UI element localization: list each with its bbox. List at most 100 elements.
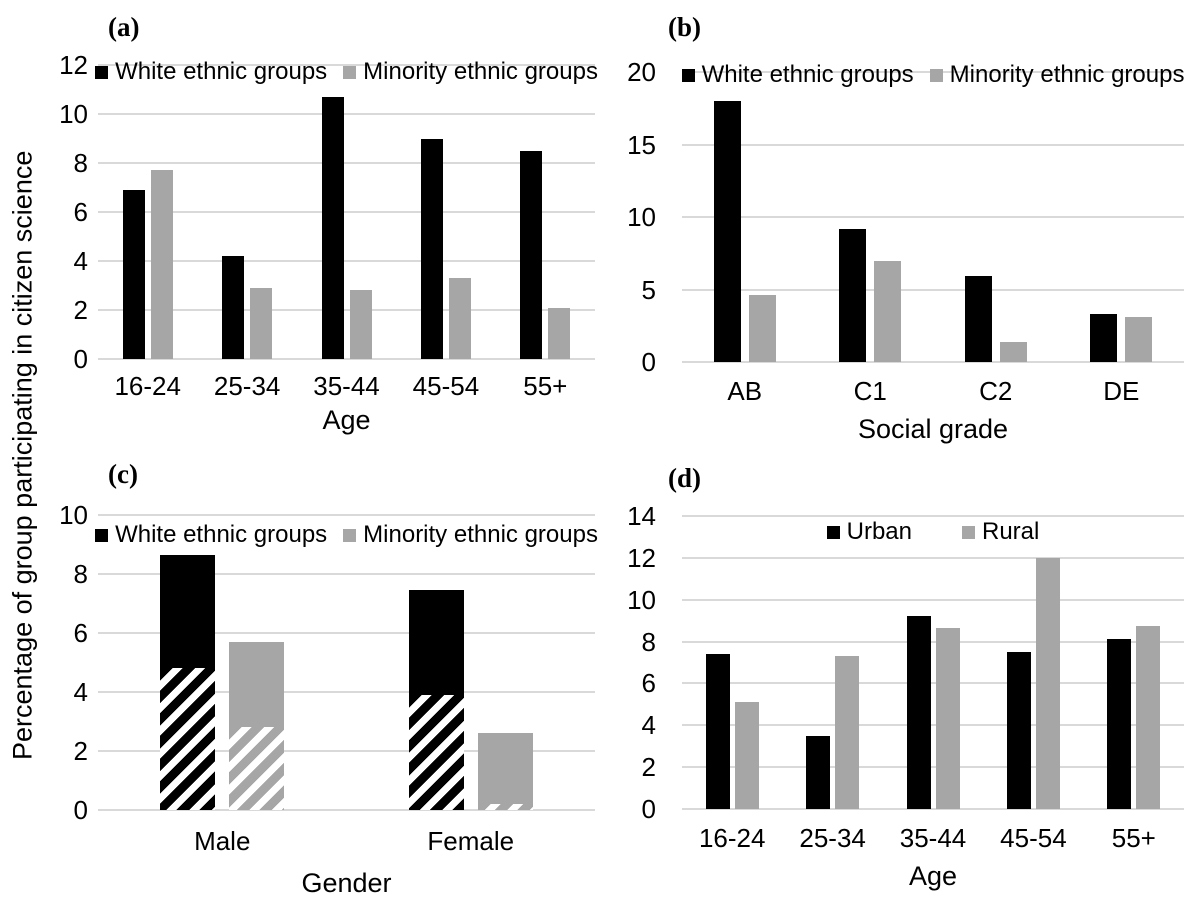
- x-category-labels: Male Female: [98, 826, 595, 857]
- gridline: [682, 143, 1184, 146]
- legend-swatch-icon: [681, 68, 695, 82]
- bar-minority-ethnic-groups-35-44: [349, 290, 372, 359]
- panel-d-x-axis-title: Age: [908, 861, 958, 891]
- legend-swatch-icon: [826, 525, 840, 539]
- y-tick-label: 10: [627, 584, 656, 615]
- legend-label: Minority ethnic groups: [363, 58, 598, 85]
- bar-minority-ethnic-groups-de: [1125, 317, 1153, 362]
- y-tick-label: 0: [73, 795, 88, 825]
- legend-label: Rural: [982, 518, 1040, 545]
- gridline: [682, 724, 1184, 727]
- gridline: [98, 113, 595, 115]
- legend: White ethnic groups Minority ethnic group…: [95, 521, 598, 549]
- bar-white-ethnic-groups-35-44: [321, 96, 344, 359]
- bar-slots: [98, 515, 595, 810]
- category-slot: [1059, 72, 1185, 362]
- y-tick-label: 6: [641, 668, 656, 699]
- legend-label: White ethnic groups: [115, 521, 328, 548]
- bar-minority-ethnic-groups-ab: [748, 295, 776, 362]
- legend: Urban Rural: [682, 518, 1184, 546]
- legend-label: White ethnic groups: [115, 58, 328, 85]
- gridline: [98, 632, 595, 634]
- legend-item: White ethnic groups: [95, 521, 327, 549]
- panel-d-plot-area: Urban Rural: [682, 515, 1184, 810]
- category-slot: [496, 65, 595, 359]
- y-tick-label: 12: [59, 50, 88, 80]
- x-category-label: 55+: [523, 371, 568, 401]
- bar-rural-16-24: [734, 702, 759, 809]
- bar-white-ethnic-groups-25-34: [222, 256, 245, 359]
- bar-rural-35-44: [935, 627, 960, 809]
- gridline: [98, 573, 595, 575]
- bar-white-ethnic-groups-male: [160, 554, 216, 810]
- bar-minority-ethnic-groups-c2: [999, 341, 1027, 362]
- gridline: [98, 162, 595, 164]
- legend-label: White ethnic groups: [701, 61, 914, 88]
- bar-urban-45-54: [1006, 652, 1031, 809]
- y-tick-label: 0: [641, 347, 656, 377]
- panel-a-letter: (a): [108, 12, 140, 42]
- y-tick-label: 2: [73, 736, 88, 766]
- x-category-label: Female: [427, 826, 515, 856]
- bar-solid-segment: [160, 554, 216, 669]
- bar-white-ethnic-groups-ab: [713, 101, 741, 362]
- category-slot: [396, 65, 495, 359]
- bar-white-ethnic-groups-de: [1090, 314, 1118, 362]
- legend-swatch-icon: [95, 65, 109, 79]
- gridline: [682, 766, 1184, 769]
- bar-slots: [98, 65, 595, 359]
- category-slot: [347, 515, 596, 810]
- x-category-label: 16-24: [114, 371, 181, 401]
- y-tick-label: 4: [73, 677, 88, 707]
- bar-white-ethnic-groups-c1: [839, 228, 867, 362]
- bar-solid-segment: [477, 733, 533, 805]
- x-category-labels: 16-24 25-34 35-44 45-54 55+: [682, 823, 1184, 854]
- y-tick-label: 10: [59, 99, 88, 129]
- bar-minority-ethnic-groups-45-54: [448, 278, 471, 359]
- y-tick-label: 10: [627, 202, 656, 232]
- legend-swatch-icon: [929, 68, 943, 82]
- panel-c-plot-area: White ethnic groups Minority ethnic group…: [95, 514, 598, 811]
- x-category-label: 35-44: [313, 371, 380, 401]
- x-category-label: 45-54: [412, 371, 480, 401]
- gridline: [682, 808, 1184, 810]
- y-tick-label: 0: [73, 344, 88, 374]
- bar-minority-ethnic-groups-female: [477, 733, 533, 810]
- gridline: [98, 750, 595, 752]
- gridline: [682, 640, 1184, 643]
- y-tick-label: 8: [73, 148, 88, 178]
- legend-item: White ethnic groups: [95, 58, 327, 86]
- bar-urban-25-34: [806, 735, 831, 809]
- bar-hatched-segment: [408, 694, 464, 810]
- bar-urban-55+: [1107, 639, 1132, 809]
- legend-item: Rural: [962, 518, 1039, 546]
- gridline: [98, 691, 595, 693]
- bar-minority-ethnic-groups-c1: [874, 260, 902, 362]
- legend-swatch-icon: [343, 528, 357, 542]
- gridline: [682, 598, 1184, 601]
- x-category-label: 55+: [1111, 823, 1156, 853]
- bar-minority-ethnic-groups-55+: [548, 307, 571, 359]
- bar-white-ethnic-groups-16-24: [122, 189, 145, 359]
- x-category-label: C2: [979, 376, 1013, 406]
- y-tick-label: 15: [627, 129, 656, 160]
- y-tick-label: 20: [627, 57, 656, 87]
- y-tick-label: 12: [627, 542, 656, 573]
- y-tick-label: 6: [73, 618, 88, 648]
- legend: White ethnic groups Minority ethnic group…: [681, 61, 1184, 89]
- bar-urban-16-24: [705, 654, 730, 809]
- x-category-label: Male: [194, 826, 251, 856]
- category-slot: [782, 516, 882, 809]
- y-tick-label: 0: [641, 794, 656, 824]
- legend: White ethnic groups Minority ethnic group…: [95, 58, 598, 86]
- legend-label: Minority ethnic groups: [363, 521, 598, 548]
- category-slot: [297, 65, 396, 359]
- category-slot: [197, 65, 296, 359]
- bar-slots: [682, 516, 1184, 809]
- panel-b-x-axis-title: Social grade: [857, 414, 1009, 444]
- category-slot: [98, 515, 347, 810]
- panel-d: (d) Urban Rural Age 0 2 4 6 8 10 12 14 16-24 25-34…: [620, 445, 1200, 911]
- x-category-labels: AB C1 C2 DE: [682, 376, 1184, 407]
- legend-swatch-icon: [343, 65, 357, 79]
